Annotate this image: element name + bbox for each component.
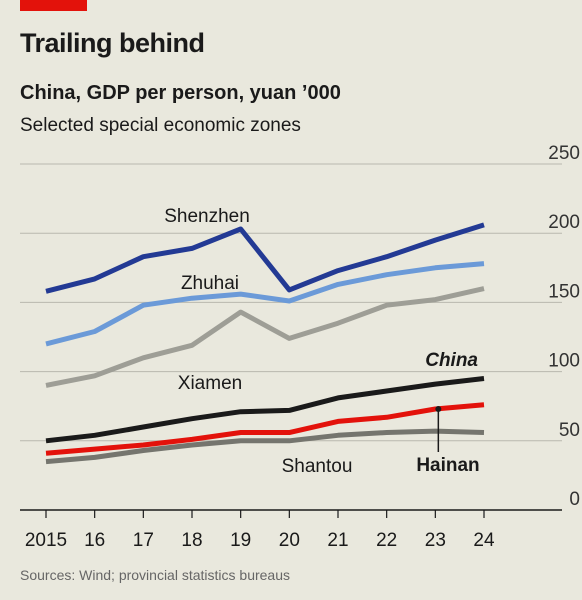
- x-tick-label: 16: [84, 530, 105, 551]
- series-line-china: [45, 376, 485, 444]
- series-label-shenzhen: Shenzhen: [164, 206, 250, 227]
- series-label-china: China: [425, 350, 478, 371]
- source-note: Sources: Wind; provincial statistics bur…: [20, 567, 290, 583]
- y-tick-label: 250: [548, 143, 580, 164]
- x-tick-label: 23: [425, 530, 446, 551]
- series-line-shantou: [45, 428, 485, 465]
- x-tick-label: 20: [279, 530, 300, 551]
- series-line-shenzhen: [45, 222, 485, 294]
- series-line-zhuhai: [45, 261, 485, 347]
- x-tick-label: 2015: [25, 530, 67, 551]
- y-tick-label: 100: [548, 351, 580, 372]
- series-label-zhuhai: Zhuhai: [181, 273, 239, 294]
- series-label-hainan: Hainan: [416, 455, 479, 476]
- x-tick-label: 17: [133, 530, 154, 551]
- x-tick-label: 24: [473, 530, 495, 551]
- series-line-hainan: [45, 402, 485, 456]
- y-tick-label: 150: [548, 281, 580, 302]
- y-tick-label: 0: [569, 489, 580, 510]
- series-label-xiamen: Xiamen: [178, 373, 242, 394]
- y-tick-label: 200: [548, 212, 580, 233]
- x-tick-label: 21: [327, 530, 348, 551]
- chart-subtitle: China, GDP per person, yuan ’000: [20, 82, 341, 104]
- brand-tag: [20, 0, 87, 11]
- series-labels: Shenzhen Zhuhai Xiamen China Hainan Shantou: [164, 206, 479, 477]
- chart-title: Trailing behind: [20, 28, 205, 58]
- x-axis: 2015 16 17 18 19 20 21 22 23 24: [25, 510, 495, 551]
- x-tick-label: 19: [230, 530, 251, 551]
- y-tick-label: 50: [559, 420, 580, 441]
- x-tick-label: 18: [181, 530, 202, 551]
- chart-note: Selected special economic zones: [20, 115, 301, 136]
- series-label-shantou: Shantou: [282, 456, 353, 477]
- series-lines: [45, 222, 485, 465]
- series-line-xiamen: [45, 286, 485, 388]
- y-tick-labels: 0 50 100 150 200 250: [548, 143, 580, 510]
- x-tick-label: 22: [376, 530, 397, 551]
